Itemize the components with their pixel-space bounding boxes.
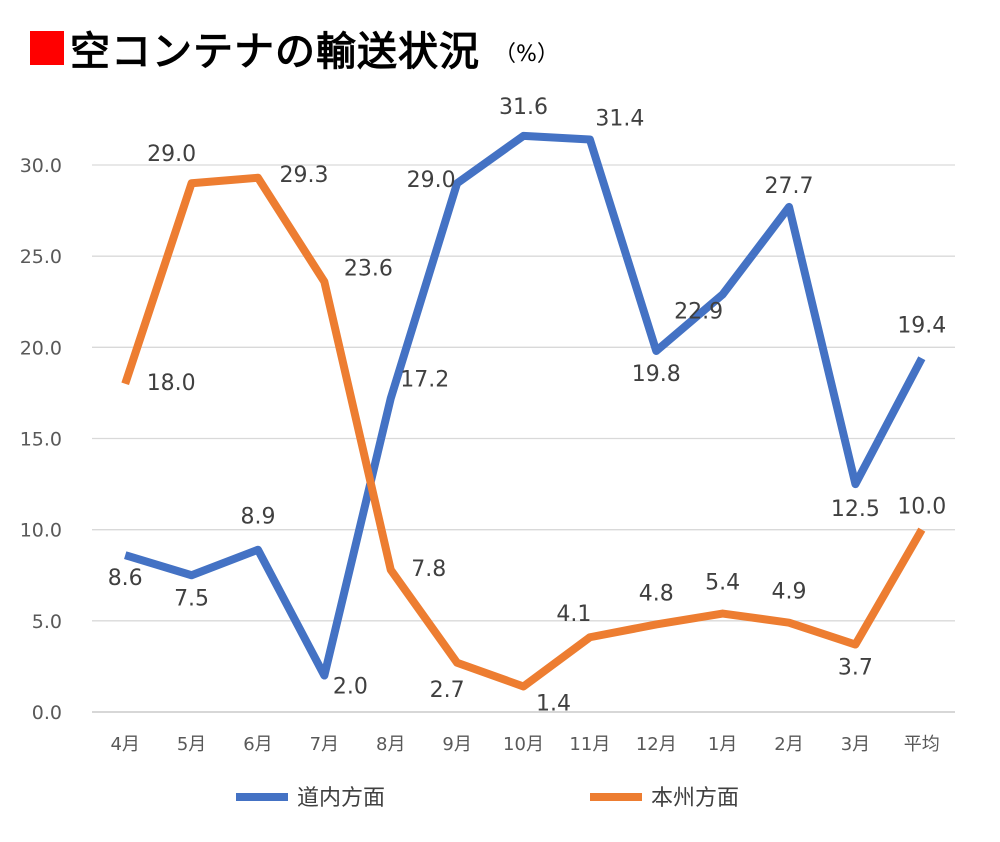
- y-tick-label: 30.0: [20, 155, 62, 177]
- data-label: 7.8: [411, 557, 446, 582]
- y-tick-label: 0.0: [32, 702, 62, 724]
- x-tick-label: 平均: [904, 734, 940, 755]
- x-tick-label: 1月: [708, 734, 737, 755]
- data-label: 27.7: [765, 174, 814, 199]
- data-label: 31.6: [499, 95, 548, 120]
- legend: 道内方面 本州方面: [236, 786, 739, 811]
- series-line-1: [121, 173, 926, 691]
- y-axis-ticks: 0.0 5.0 10.0 15.0 20.0 25.0 30.0: [20, 155, 62, 724]
- title-text: 空コンテナの輸送状況: [70, 29, 480, 75]
- gridlines: [92, 164, 955, 713]
- data-label: 3.7: [838, 656, 873, 681]
- data-label: 10.0: [897, 495, 946, 520]
- data-label: 23.6: [344, 257, 393, 282]
- data-label: 19.8: [632, 362, 681, 387]
- x-tick-label: 3月: [841, 734, 870, 755]
- x-tick-label: 6月: [243, 734, 272, 755]
- y-tick-label: 15.0: [20, 429, 62, 451]
- x-tick-label: 12月: [636, 734, 677, 755]
- series-lines: [121, 131, 926, 691]
- data-label: 5.4: [705, 571, 740, 596]
- data-label: 8.9: [240, 505, 275, 530]
- x-tick-label: 8月: [376, 734, 405, 755]
- data-label: 29.3: [279, 163, 328, 188]
- data-label: 29.0: [147, 142, 196, 167]
- series-line-0: [124, 131, 926, 680]
- data-label: 4.8: [639, 581, 674, 606]
- x-tick-label: 7月: [310, 734, 339, 755]
- legend-label: 本州方面: [651, 786, 739, 811]
- y-tick-label: 25.0: [20, 246, 62, 268]
- data-label: 12.5: [831, 497, 880, 522]
- chart-title: 空コンテナの輸送状況 （%）: [30, 18, 559, 78]
- title-unit: （%）: [494, 42, 559, 67]
- data-label: 2.7: [430, 678, 465, 703]
- title-marker-square: [30, 31, 64, 65]
- y-tick-label: 20.0: [20, 337, 62, 359]
- data-label: 22.9: [674, 299, 723, 324]
- data-label: 31.4: [595, 106, 644, 131]
- x-tick-label: 2月: [774, 734, 803, 755]
- data-labels: 8.6 7.5 8.9 2.0 17.2 29.0 31.6 31.4 19.8 22.9 27.7…: [108, 95, 947, 717]
- data-label: 2.0: [333, 675, 368, 700]
- data-label: 8.6: [108, 566, 143, 591]
- y-tick-label: 5.0: [32, 611, 62, 633]
- x-tick-label: 10月: [503, 734, 544, 755]
- data-label: 7.5: [174, 586, 209, 611]
- data-label: 4.9: [772, 580, 807, 605]
- data-label: 19.4: [897, 313, 946, 338]
- y-tick-label: 10.0: [20, 520, 62, 542]
- data-label: 29.0: [407, 168, 456, 193]
- data-label: 17.2: [400, 367, 449, 392]
- legend-label: 道内方面: [297, 786, 385, 811]
- data-label: 1.4: [536, 691, 571, 716]
- x-tick-label: 9月: [442, 734, 471, 755]
- data-label: 4.1: [556, 602, 591, 627]
- x-axis-ticks: 4月 5月 6月 7月 8月 9月 10月 11月 12月 1月 2月 3月 平均: [110, 734, 939, 755]
- x-tick-label: 11月: [569, 734, 610, 755]
- x-tick-label: 5月: [177, 734, 206, 755]
- x-tick-label: 4月: [110, 734, 139, 755]
- data-label: 18.0: [147, 371, 196, 396]
